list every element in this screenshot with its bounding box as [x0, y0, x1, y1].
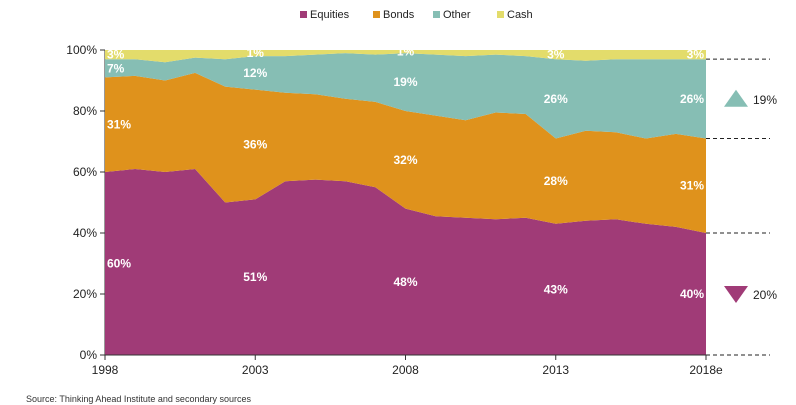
data-label-bonds: 31% [680, 179, 704, 193]
data-label-equities: 40% [680, 287, 704, 301]
legend-label-cash: Cash [507, 9, 533, 21]
area-bonds [105, 72, 706, 234]
data-label-other: 26% [680, 92, 704, 106]
data-label-equities: 48% [393, 275, 417, 289]
y-tick-label: 20% [73, 287, 97, 301]
y-tick-label: 100% [66, 43, 97, 57]
source-note: Source: Thinking Ahead Institute and sec… [26, 394, 251, 404]
data-label-other: 7% [107, 61, 125, 75]
x-tick-label: 1998 [92, 363, 119, 377]
change-label: 20% [753, 288, 777, 302]
data-label-other: 12% [243, 66, 267, 80]
data-label-other: 26% [544, 92, 568, 106]
x-tick-label: 2003 [242, 363, 269, 377]
plot-areas [105, 50, 706, 355]
down-triangle-icon [724, 286, 748, 303]
legend-label-equities: Equities [310, 9, 350, 21]
data-label-bonds: 36% [243, 138, 267, 152]
area-other [105, 53, 706, 139]
data-label-equities: 60% [107, 257, 131, 271]
y-tick-label: 60% [73, 165, 97, 179]
data-label-other: 19% [393, 75, 417, 89]
data-label-bonds: 32% [393, 153, 417, 167]
data-label-equities: 43% [544, 282, 568, 296]
data-label-equities: 51% [243, 270, 267, 284]
y-tick-label: 40% [73, 226, 97, 240]
data-label-bonds: 28% [544, 174, 568, 188]
y-axis: 0% 20% 40% 60% 80% 100% [66, 43, 106, 362]
x-tick-label: 2013 [542, 363, 569, 377]
change-annotations: 19% 20% [706, 58, 777, 356]
data-label-cash: 3% [687, 48, 705, 62]
data-label-cash: 3% [547, 48, 565, 62]
legend-swatch-equities [300, 11, 307, 18]
y-tick-label: 0% [80, 348, 98, 362]
change-label: 19% [753, 93, 777, 107]
x-tick-label: 2008 [392, 363, 419, 377]
legend-label-bonds: Bonds [383, 9, 415, 21]
legend-swatch-cash [497, 11, 504, 18]
legend-label-other: Other [443, 9, 471, 21]
up-triangle-icon [724, 89, 748, 107]
data-label-bonds: 31% [107, 118, 131, 132]
legend-swatch-bonds [373, 11, 380, 18]
data-label-cash: 3% [107, 48, 125, 62]
x-tick-label: 2018e [689, 363, 723, 377]
data-labels: 3% 1% 1% 3% 3%7% 12%19%26% 26%31%36%32%28% 31%6… [107, 45, 704, 301]
legend: Equities Bonds Other Cash [300, 9, 533, 21]
x-axis: 1998 2003 2008 2013 2018e [92, 354, 723, 377]
y-tick-label: 80% [73, 104, 97, 118]
legend-swatch-other [433, 11, 440, 18]
data-label-cash: 1% [397, 45, 415, 59]
area-equities [105, 169, 706, 355]
data-label-cash: 1% [247, 46, 265, 60]
area-cash [105, 50, 706, 63]
